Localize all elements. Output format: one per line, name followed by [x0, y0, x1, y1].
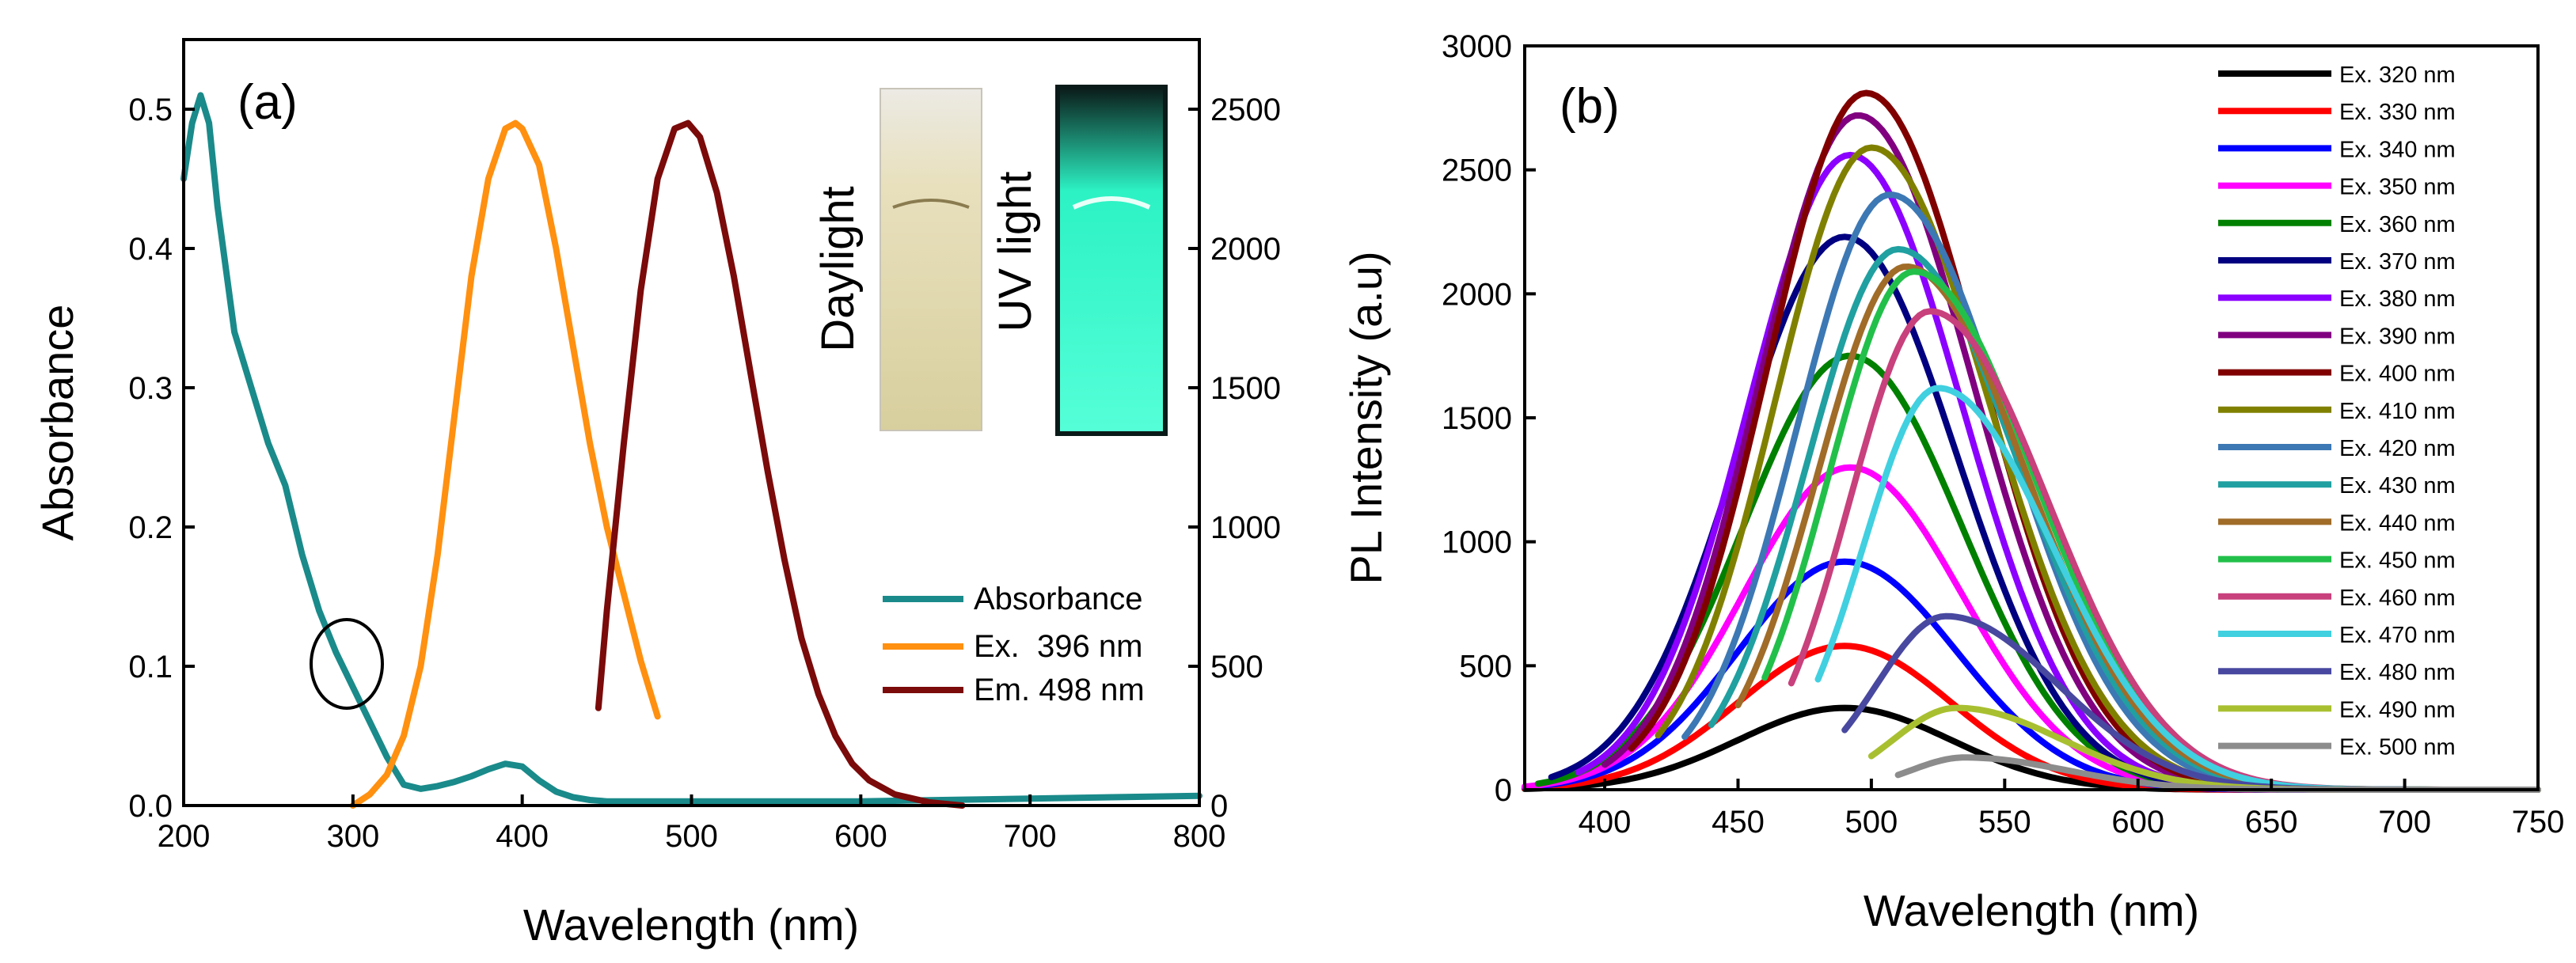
- legend-label-ex-410-nm: Ex. 410 nm: [2339, 399, 2456, 424]
- y-tick-label: 500: [1459, 649, 1512, 684]
- legend-label-ex-440-nm: Ex. 440 nm: [2339, 510, 2456, 536]
- x-tick-label: 750: [2512, 805, 2565, 840]
- panel-a-x-axis-label: Wavelength (nm): [523, 900, 859, 950]
- panel-b-legend: Ex. 320 nm Ex. 330 nm Ex. 340 nm Ex. 350 nm…: [2218, 63, 2456, 760]
- x-tick-label: 300: [326, 819, 379, 854]
- legend-label-ex-490-nm: Ex. 490 nm: [2339, 697, 2456, 722]
- series-line-ex-410-nm: [1655, 144, 2541, 793]
- legend-label-ex-380-nm: Ex. 380 nm: [2339, 286, 2456, 312]
- legend-label-ex-420-nm: Ex. 420 nm: [2339, 436, 2456, 461]
- x-tick-label: 450: [1712, 805, 1765, 840]
- shoulder-annotation-circle: [310, 618, 384, 710]
- panel-a-axes: 200 300 400 500 600 700 800 0.0 0.1 0.2 0.3 0.4 0.5 0…: [128, 93, 1281, 854]
- x-tick-label: 700: [1004, 819, 1057, 854]
- panel-b-frame: [1523, 44, 2540, 791]
- x-tick-label: 200: [158, 819, 211, 854]
- y-tick-label: 2500: [1442, 154, 1512, 188]
- y-tick-label-left: 0.5: [128, 93, 173, 127]
- panel-a: 200 300 400 500 600 700 800 0.0 0.1 0.2 0.3 0.4 0.5 0…: [32, 38, 1281, 950]
- daylight-cuvette-photo: [880, 88, 982, 431]
- legend-label-ex-460-nm: Ex. 460 nm: [2339, 586, 2456, 611]
- y-tick-label-left: 0.0: [128, 789, 173, 824]
- panel-b-y-axis-label: PL Intensity (a.u): [1341, 251, 1391, 584]
- legend-label-ex-390-nm: Ex. 390 nm: [2339, 324, 2456, 349]
- y-tick-label-right: 2000: [1210, 232, 1281, 267]
- daylight-meniscus: [892, 199, 970, 209]
- x-tick-label: 700: [2378, 805, 2431, 840]
- legend-label-ex-430-nm: Ex. 430 nm: [2339, 473, 2456, 499]
- panel-b-x-axis-label: Wavelength (nm): [1864, 885, 2199, 935]
- uv-meniscus: [1072, 196, 1151, 210]
- series-line-absorbance: [180, 92, 1203, 805]
- legend-label-ex-470-nm: Ex. 470 nm: [2339, 623, 2456, 648]
- uv-light-label: UV light: [990, 171, 1041, 332]
- y-tick-label-left: 0.4: [128, 232, 173, 267]
- panel-b-axes: 400 450 500 550 600 650 700 750 0 500 1000 1500 2000…: [1442, 29, 2564, 840]
- x-tick-label: 600: [2111, 805, 2164, 840]
- x-tick-label: 400: [496, 819, 549, 854]
- panel-a-plot-area: [180, 92, 1203, 809]
- y-tick-label-right: 1000: [1210, 510, 1281, 545]
- legend-label-ex-340-nm: Ex. 340 nm: [2339, 137, 2456, 162]
- legend-label-ex-450-nm: Ex. 450 nm: [2339, 548, 2456, 574]
- y-tick-label-right: 0: [1210, 789, 1228, 824]
- x-tick-label: 550: [1978, 805, 2031, 840]
- panel-a-y-axis-label: Absorbance: [32, 305, 82, 541]
- y-tick-label: 2000: [1442, 277, 1512, 312]
- legend-label-ex-330-nm: Ex. 330 nm: [2339, 100, 2456, 125]
- y-tick-label-left: 0.1: [128, 650, 173, 684]
- y-tick-label: 0: [1495, 773, 1512, 808]
- x-tick-label: 600: [834, 819, 887, 854]
- panel-b-label: (b): [1560, 79, 1620, 134]
- y-tick-label-right: 2500: [1210, 93, 1281, 127]
- y-tick-label-right: 500: [1210, 650, 1263, 684]
- y-tick-label-right: 1500: [1210, 371, 1281, 406]
- x-tick-label: 650: [2245, 805, 2298, 840]
- daylight-label: Daylight: [812, 186, 864, 352]
- legend-label-ex-370-nm: Ex. 370 nm: [2339, 249, 2456, 275]
- cuvette-inset: Daylight UV light: [812, 85, 1168, 436]
- y-tick-label-left: 0.2: [128, 510, 173, 545]
- legend-label-ex-480-nm: Ex. 480 nm: [2339, 660, 2456, 685]
- legend-label-ex-320-nm: Ex. 320 nm: [2339, 63, 2456, 88]
- x-tick-label: 500: [665, 819, 718, 854]
- series-line-ex-396-nm: [349, 119, 661, 809]
- legend-label-ex-400-nm: Ex. 400 nm: [2339, 362, 2456, 387]
- x-tick-label: 800: [1173, 819, 1226, 854]
- panel-a-label: (a): [237, 75, 298, 130]
- panel-b: 400 450 500 550 600 650 700 750 0 500 1000 1500 2000…: [1341, 29, 2564, 935]
- panel-a-legend: Absorbance Ex. 396 nm Em. 498 nm: [883, 582, 1145, 707]
- uv-cuvette-photo: [1055, 85, 1168, 436]
- panel-a-frame: [182, 38, 1201, 807]
- series-line-em-498-nm: [595, 119, 966, 809]
- legend-label-emission: Em. 498 nm: [974, 673, 1145, 707]
- legend-label-ex-500-nm: Ex. 500 nm: [2339, 735, 2456, 760]
- y-tick-label-left: 0.3: [128, 371, 173, 406]
- y-tick-label: 1000: [1442, 525, 1512, 560]
- legend-label-excitation: Ex. 396 nm: [974, 629, 1142, 664]
- x-tick-label: 500: [1845, 805, 1898, 840]
- legend-label-ex-360-nm: Ex. 360 nm: [2339, 212, 2456, 237]
- y-tick-label: 3000: [1442, 29, 1512, 64]
- legend-label-ex-350-nm: Ex. 350 nm: [2339, 175, 2456, 200]
- legend-label-absorbance: Absorbance: [974, 582, 1142, 616]
- y-tick-label: 1500: [1442, 401, 1512, 436]
- x-tick-label: 400: [1579, 805, 1632, 840]
